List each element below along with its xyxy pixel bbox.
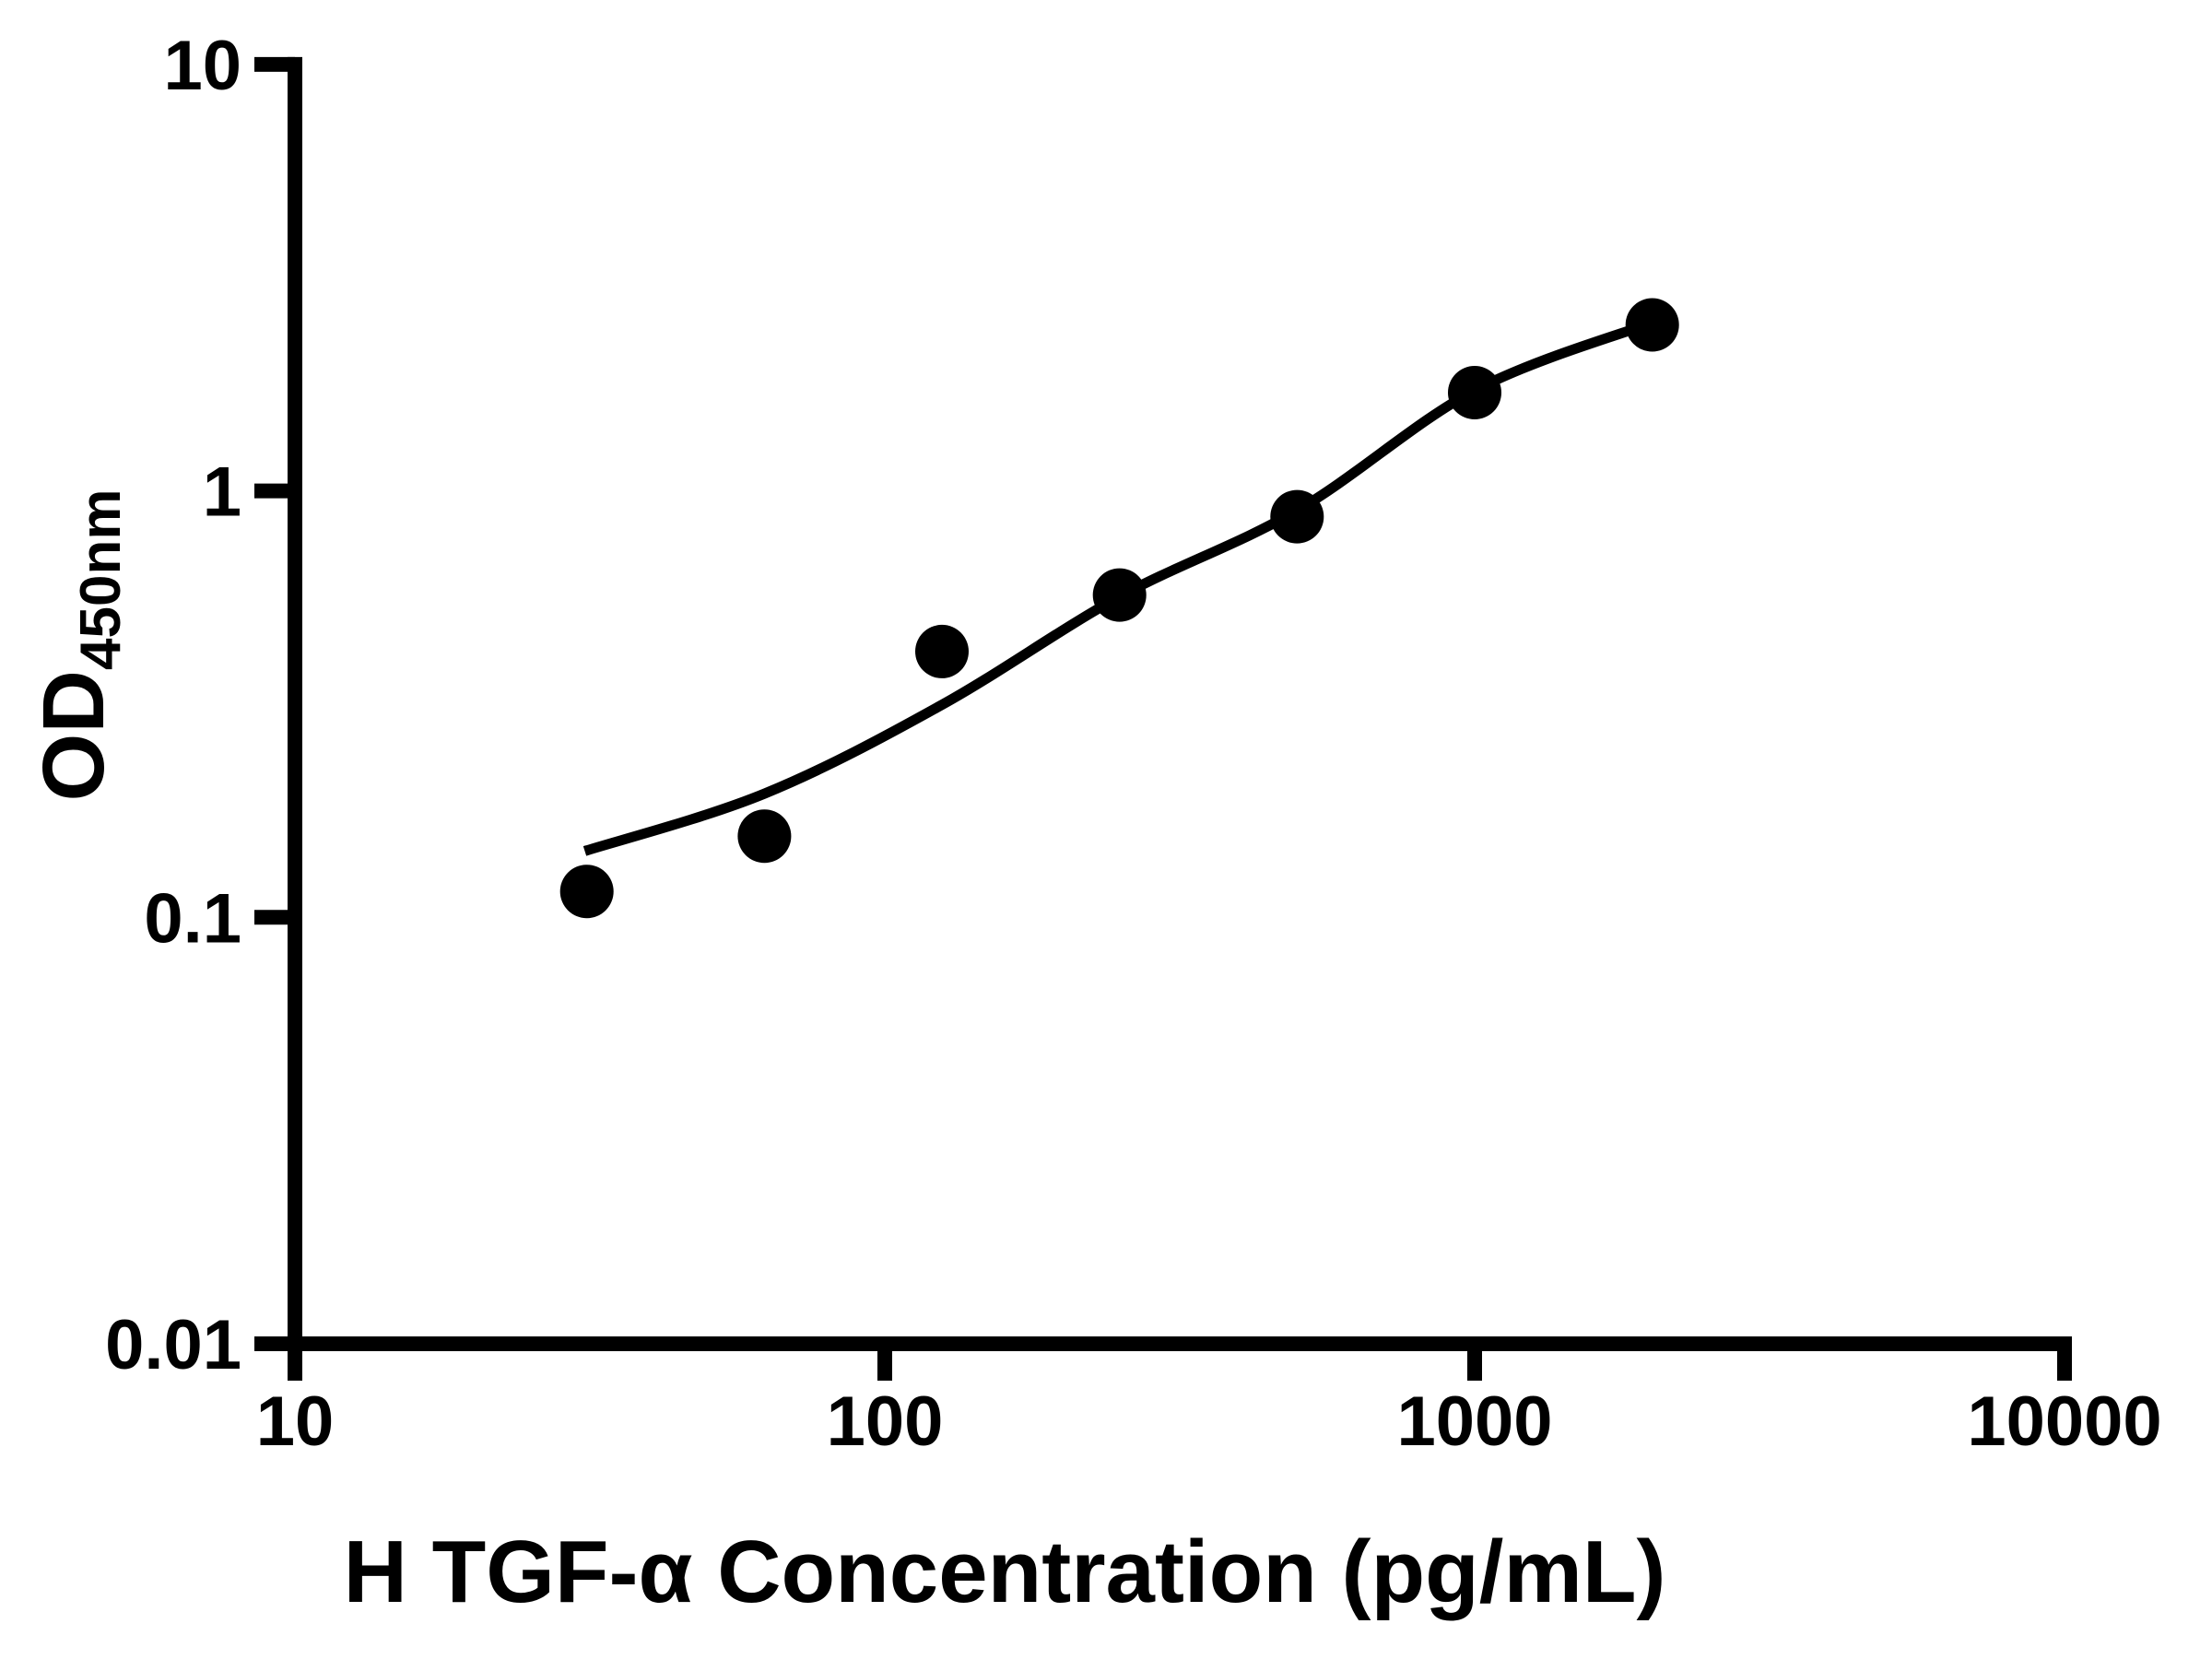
y-axis-title-subscript: 450nm (69, 489, 133, 670)
y-tick-label: 1 (203, 453, 241, 532)
y-tick-label: 10 (163, 27, 241, 105)
data-point (559, 865, 614, 919)
x-axis-title: H TGF-α Concentration (pg/mL) (344, 1523, 1666, 1621)
x-tick-label: 10000 (1967, 1382, 2161, 1461)
data-point (1448, 366, 1501, 419)
y-axis-title-main: OD (25, 670, 123, 802)
data-point (737, 809, 792, 864)
x-tick-label: 1000 (1396, 1382, 1552, 1461)
data-point (915, 624, 969, 678)
data-point (1625, 298, 1679, 352)
y-tick-label: 0.01 (105, 1306, 241, 1384)
data-point (1270, 489, 1324, 544)
y-axis-title: OD450nm (25, 489, 133, 802)
x-tick-label: 10 (256, 1382, 335, 1461)
y-tick-label: 0.1 (144, 879, 241, 958)
x-tick-label: 100 (827, 1382, 944, 1461)
data-point (1092, 568, 1147, 622)
